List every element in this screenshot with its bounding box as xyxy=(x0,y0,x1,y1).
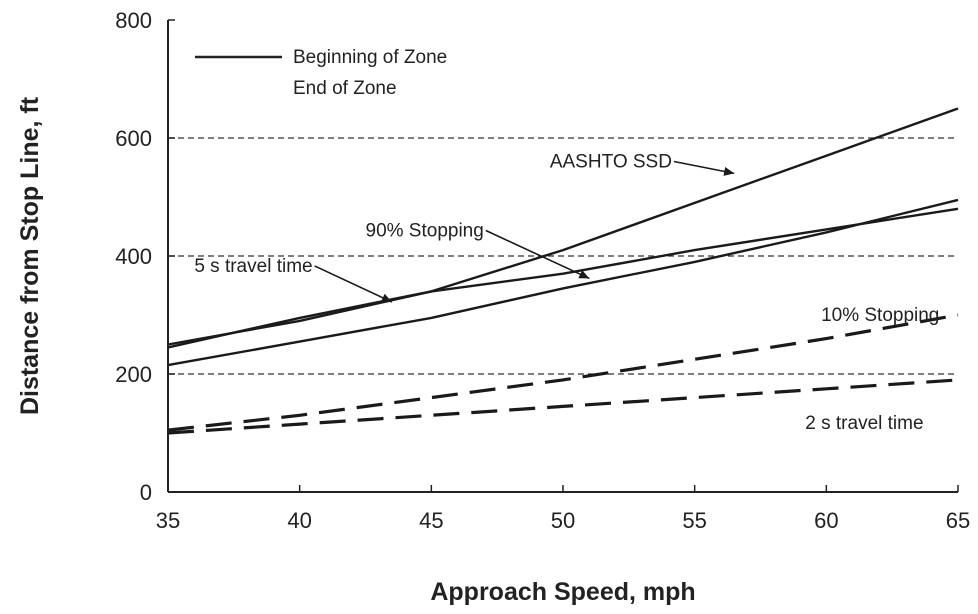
x-tick-label: 60 xyxy=(814,508,838,533)
annotation-label: 5 s travel time xyxy=(194,256,312,277)
series-lines xyxy=(167,107,959,435)
series-line-3 xyxy=(167,313,959,432)
series-line-2 xyxy=(167,198,959,367)
series-line-1 xyxy=(167,207,959,349)
x-tick-label: 35 xyxy=(156,508,180,533)
annotation-arrowhead xyxy=(723,167,735,176)
x-tick-label: 65 xyxy=(946,508,970,533)
tick-labels: 35 40 45 50 55 60 65 0 200 400 600 800 xyxy=(115,8,970,533)
y-axis-title: Distance from Stop Line, ft xyxy=(16,96,44,415)
annotation-arrow-line xyxy=(673,160,735,175)
annotation-label: AASHTO SSD xyxy=(550,152,672,173)
x-tick-label: 45 xyxy=(419,508,443,533)
x-tick-label: 55 xyxy=(682,508,706,533)
grid-lines xyxy=(168,137,958,375)
legend-label-beginning: Beginning of Zone xyxy=(293,47,447,68)
annotations: AASHTO SSD 90% Stopping 5 s travel time 10%… xyxy=(194,152,939,434)
x-tick-label: 50 xyxy=(551,508,575,533)
x-tick-label: 40 xyxy=(287,508,311,533)
annotation-label: 10% Stopping xyxy=(821,305,939,326)
legend-label-end: End of Zone xyxy=(293,78,397,99)
annotation-arrow-line xyxy=(314,265,393,303)
annotation-arrowhead xyxy=(578,270,590,279)
legend: Beginning of Zone End of Zone xyxy=(195,47,447,99)
series-line-0 xyxy=(167,107,959,346)
y-tick-label: 600 xyxy=(115,126,152,151)
y-tick-label: 800 xyxy=(115,8,152,33)
annotation-arrow-line xyxy=(485,229,590,280)
series-line-4 xyxy=(167,378,959,435)
annotation-arrowhead xyxy=(380,293,392,303)
y-tick-label: 200 xyxy=(115,362,152,387)
y-tick-label: 0 xyxy=(140,480,152,505)
annotation-label: 90% Stopping xyxy=(366,221,484,242)
x-axis-title: Approach Speed, mph xyxy=(430,578,695,606)
y-tick-label: 400 xyxy=(115,244,152,269)
annotation-label: 2 s travel time xyxy=(805,413,923,434)
